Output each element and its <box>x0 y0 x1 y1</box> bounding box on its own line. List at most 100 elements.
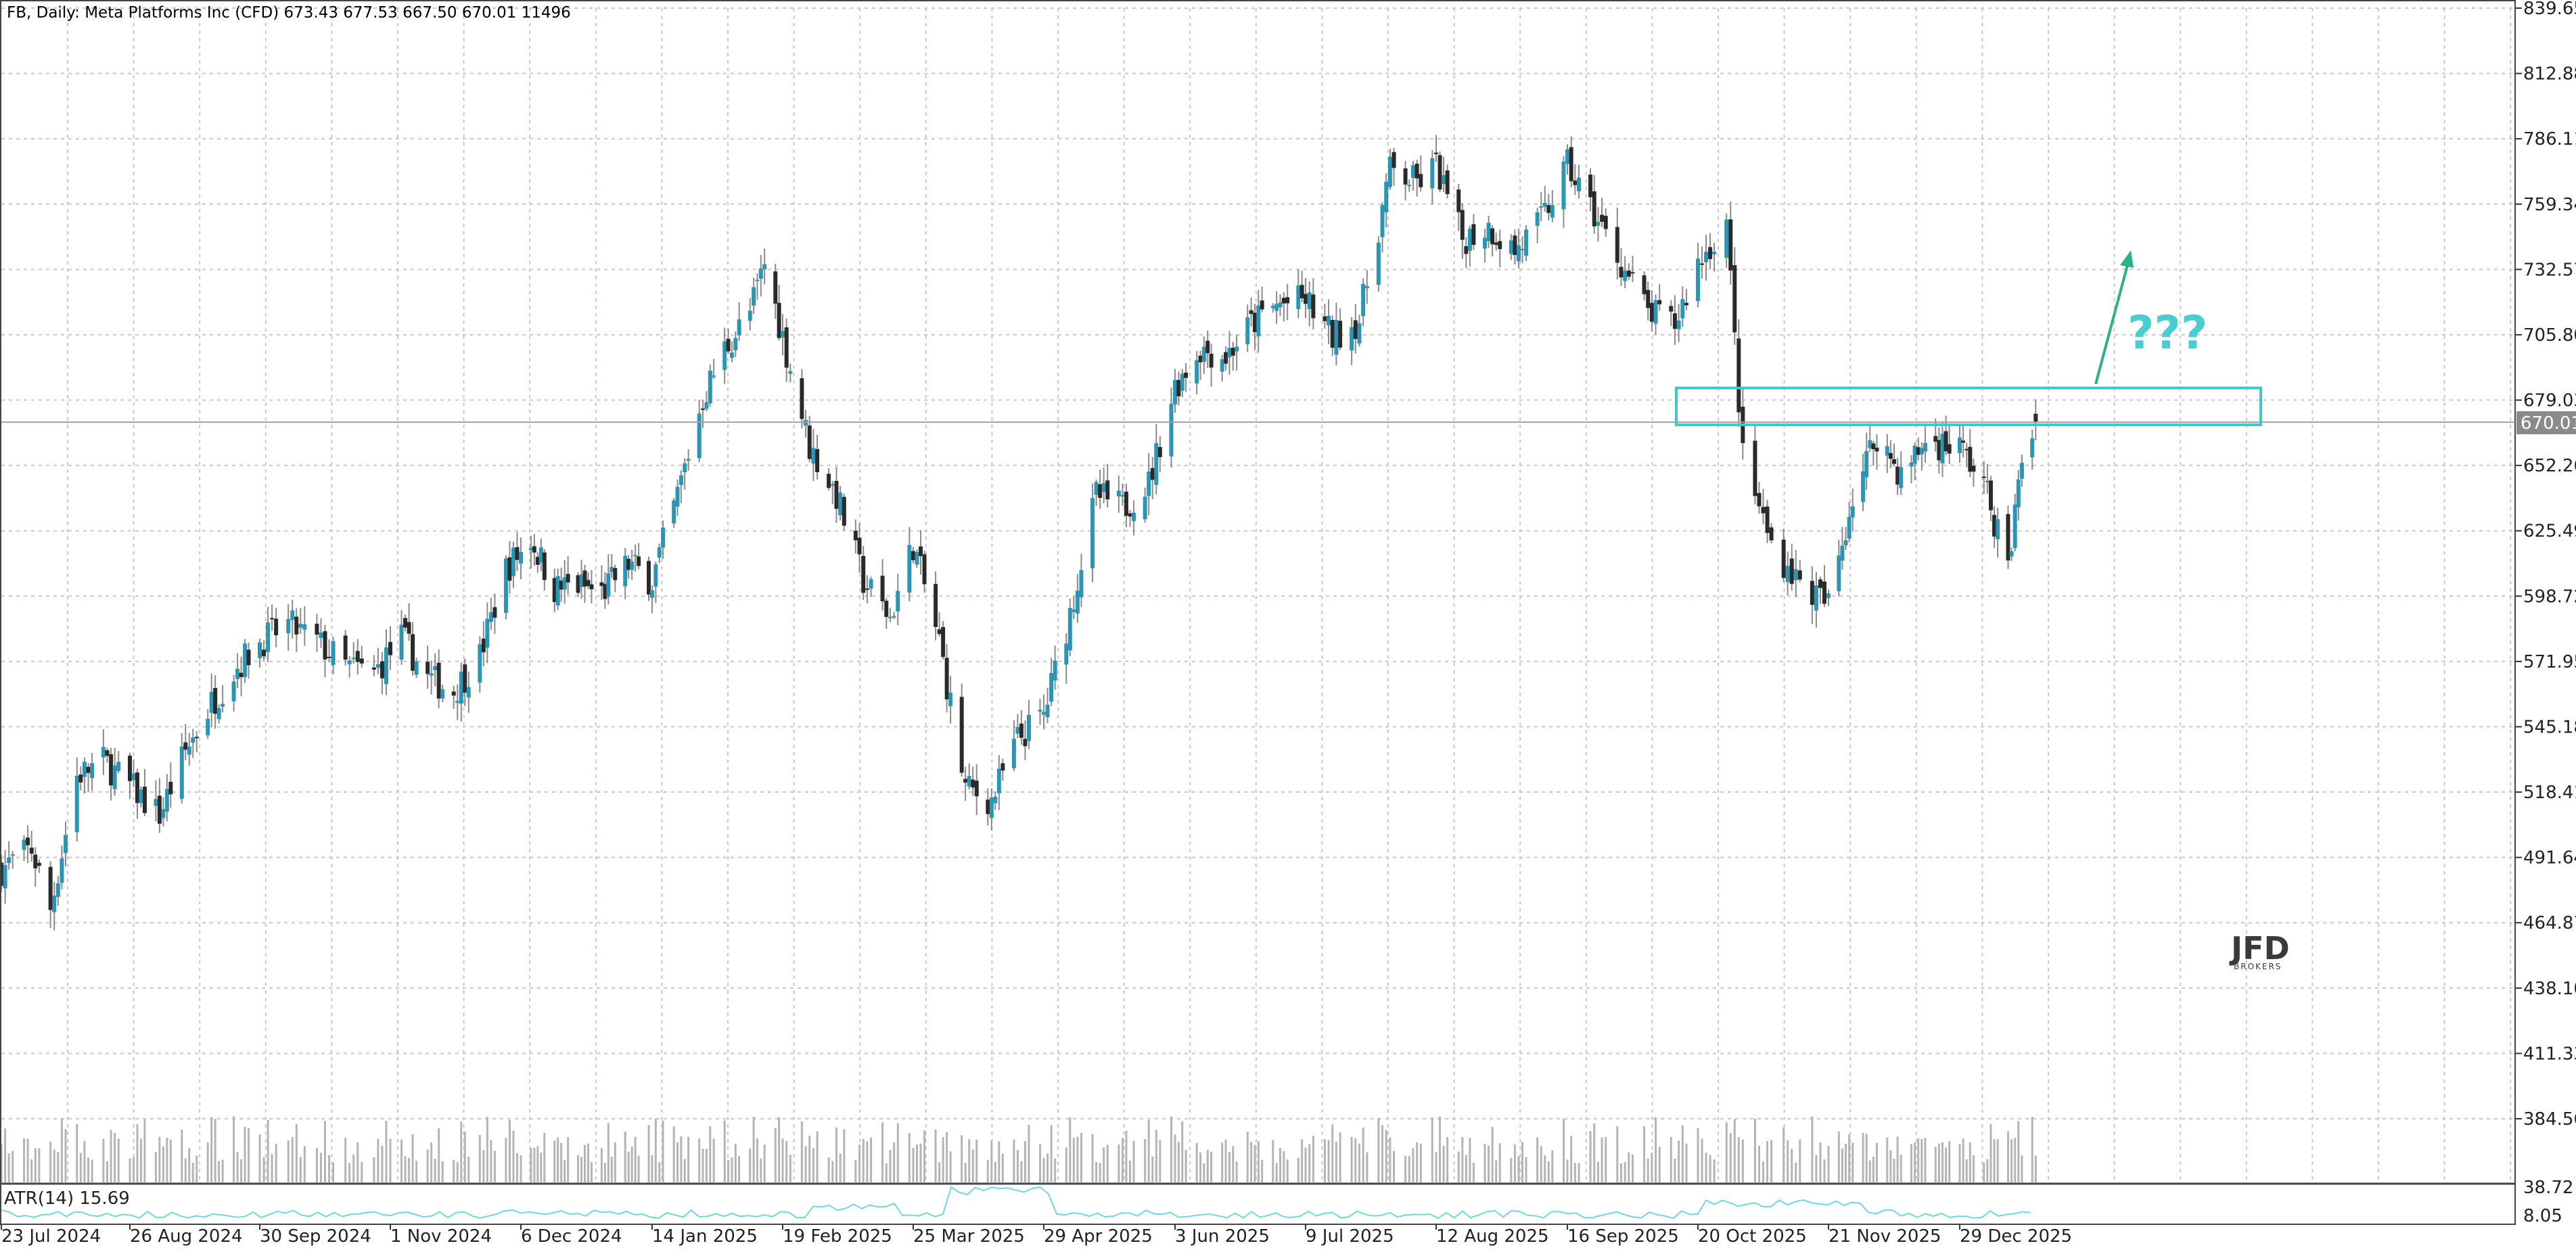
candle-body <box>433 666 438 670</box>
volume-bar <box>1624 1162 1626 1182</box>
candle-body <box>1840 545 1845 561</box>
candle-body <box>52 896 57 912</box>
volume-bar <box>1254 1144 1256 1182</box>
candle-body <box>478 644 482 682</box>
candle-body <box>1669 306 1674 312</box>
candle-body <box>1550 205 1555 218</box>
candle-body <box>896 590 900 611</box>
volume-bar <box>1962 1138 1964 1182</box>
volume-bar <box>994 1162 996 1182</box>
volume-bar <box>1709 1155 1711 1182</box>
volume-bar <box>1404 1155 1407 1182</box>
volume-bar <box>1042 1157 1045 1182</box>
candle-body <box>216 708 221 720</box>
candle-body <box>623 555 628 586</box>
volume-bar <box>57 1152 60 1182</box>
candle-body <box>1019 723 1024 738</box>
candle-body <box>1460 210 1465 240</box>
candle-body <box>48 866 53 910</box>
volume-bar <box>188 1148 191 1182</box>
volume-bar <box>520 1155 522 1182</box>
candle-body <box>1467 229 1472 251</box>
volume-bar <box>1446 1137 1449 1182</box>
volume-bar <box>1275 1163 1278 1182</box>
volume-bar <box>614 1142 616 1182</box>
volume-bar <box>460 1121 463 1182</box>
volume-bar <box>1893 1159 1895 1182</box>
candle-body <box>1981 476 1986 478</box>
candle-body <box>834 480 839 509</box>
candle-body <box>861 555 866 593</box>
volume-bar <box>1054 1158 1057 1182</box>
volume-bar <box>1757 1145 1760 1182</box>
bullish-arrow-shaft <box>2094 262 2130 385</box>
volume-bar <box>184 1158 187 1182</box>
candle-body <box>907 544 912 593</box>
candle-body <box>1101 483 1106 492</box>
time-axis[interactable]: 23 Jul 2024 26 Aug 2024 30 Sep 2024 1 Nov 2… <box>1 1224 2072 1247</box>
resistance-zone-box <box>1675 386 2262 427</box>
volume-bar <box>1920 1138 1923 1182</box>
volume-bar <box>1770 1140 1773 1182</box>
volume-bar <box>166 1138 168 1182</box>
candle-body <box>1704 252 1709 262</box>
volume-bar <box>1643 1126 1646 1182</box>
volume-bar <box>1896 1136 1899 1182</box>
candle-body <box>10 854 15 856</box>
chart-title: FB, Daily: Meta Platforms Inc (CFD) 673.… <box>7 4 571 22</box>
candle-body <box>888 617 892 619</box>
volume-bar <box>709 1126 712 1182</box>
candle-body <box>708 370 712 404</box>
candle-body <box>777 302 781 338</box>
volume-bar <box>702 1149 704 1182</box>
volume-bar <box>1439 1116 1442 1182</box>
candle-body <box>1414 164 1419 179</box>
candle-body <box>1224 352 1228 364</box>
candle-body <box>1947 444 1952 454</box>
candle-body <box>436 662 441 699</box>
volume-bar <box>934 1129 937 1182</box>
volume-bar <box>408 1158 411 1182</box>
volume-bar <box>143 1119 146 1182</box>
volume-bar <box>233 1116 235 1182</box>
volume-bar <box>1841 1148 1843 1182</box>
volume-bar <box>1958 1144 1961 1182</box>
candle-body <box>827 473 831 488</box>
volume-bar <box>942 1137 944 1182</box>
candle-body <box>231 681 236 701</box>
price-axis[interactable]: 839.65 812.88 786.11 759.34 732.57 705.80 679.… <box>2515 0 2576 1226</box>
x-tick-label: 19 Feb 2025 <box>783 1226 892 1247</box>
x-tick-label: 21 Nov 2025 <box>1828 1226 1941 1247</box>
volume-bar <box>1246 1132 1249 1182</box>
candle-body <box>1079 570 1084 598</box>
volume-bar <box>106 1161 108 1182</box>
volume-bar <box>1155 1130 1157 1182</box>
volume-bar <box>1596 1161 1599 1182</box>
candle-body <box>1195 360 1199 384</box>
candle-body <box>1630 272 1635 274</box>
candle-body <box>1419 174 1423 187</box>
candle-body <box>974 781 979 797</box>
volume-bar <box>1469 1138 1471 1182</box>
volume-bar <box>738 1155 741 1182</box>
candle-body <box>1696 258 1700 302</box>
logo-subtext: BROKERS <box>2234 962 2282 971</box>
y-tick-label: 786.11 <box>2523 129 2576 149</box>
volume-bar <box>749 1148 752 1182</box>
volume-bar <box>404 1156 407 1182</box>
volume-bar <box>30 1159 33 1182</box>
volume-bar <box>1705 1152 1707 1182</box>
volume-bar <box>731 1157 733 1182</box>
volume-bar <box>1128 1160 1131 1182</box>
candle-body <box>1445 170 1450 194</box>
volume-bar <box>1362 1127 1364 1182</box>
volume-bar <box>303 1146 306 1182</box>
volume-bar <box>434 1159 436 1182</box>
candle-body <box>1173 379 1177 404</box>
candle-body <box>1871 443 1876 450</box>
volume-bar <box>490 1140 492 1182</box>
volume-bar <box>1331 1124 1334 1182</box>
volume-bar <box>683 1159 686 1182</box>
